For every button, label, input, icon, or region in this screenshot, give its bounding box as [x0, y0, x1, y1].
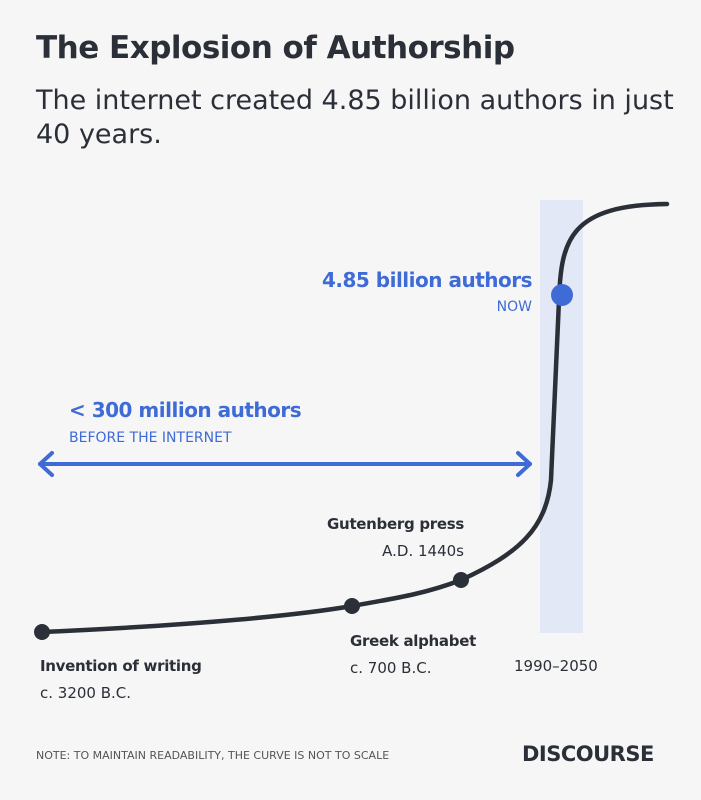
- greek-name: Greek alphabet: [350, 632, 476, 650]
- greek-alphabet-point: [344, 598, 360, 614]
- greek-date: c. 700 B.C.: [350, 659, 432, 677]
- footnote: NOTE: TO MAINTAIN READABILITY, THE CURVE…: [36, 749, 390, 762]
- gutenberg-name: Gutenberg press: [327, 515, 464, 533]
- now-value: 4.85 billion authors: [321, 268, 533, 292]
- writing-name: Invention of writing: [40, 657, 202, 675]
- now-label: NOW: [496, 299, 532, 315]
- page-title: The Explosion of Authorship: [36, 30, 515, 66]
- double-arrow: [38, 451, 532, 477]
- now-point: [551, 284, 573, 306]
- gutenberg-date: A.D. 1440s: [382, 542, 464, 560]
- era-label: 1990–2050: [514, 657, 598, 675]
- before-label: BEFORE THE INTERNET: [69, 430, 232, 446]
- writing-point: [34, 624, 50, 640]
- gutenberg-point: [453, 572, 469, 588]
- before-value: < 300 million authors: [69, 398, 302, 422]
- subtitle: The internet created 4.85 billion author…: [36, 85, 674, 150]
- brand-logo: DISCOURSE: [522, 742, 654, 766]
- writing-date: c. 3200 B.C.: [40, 684, 132, 702]
